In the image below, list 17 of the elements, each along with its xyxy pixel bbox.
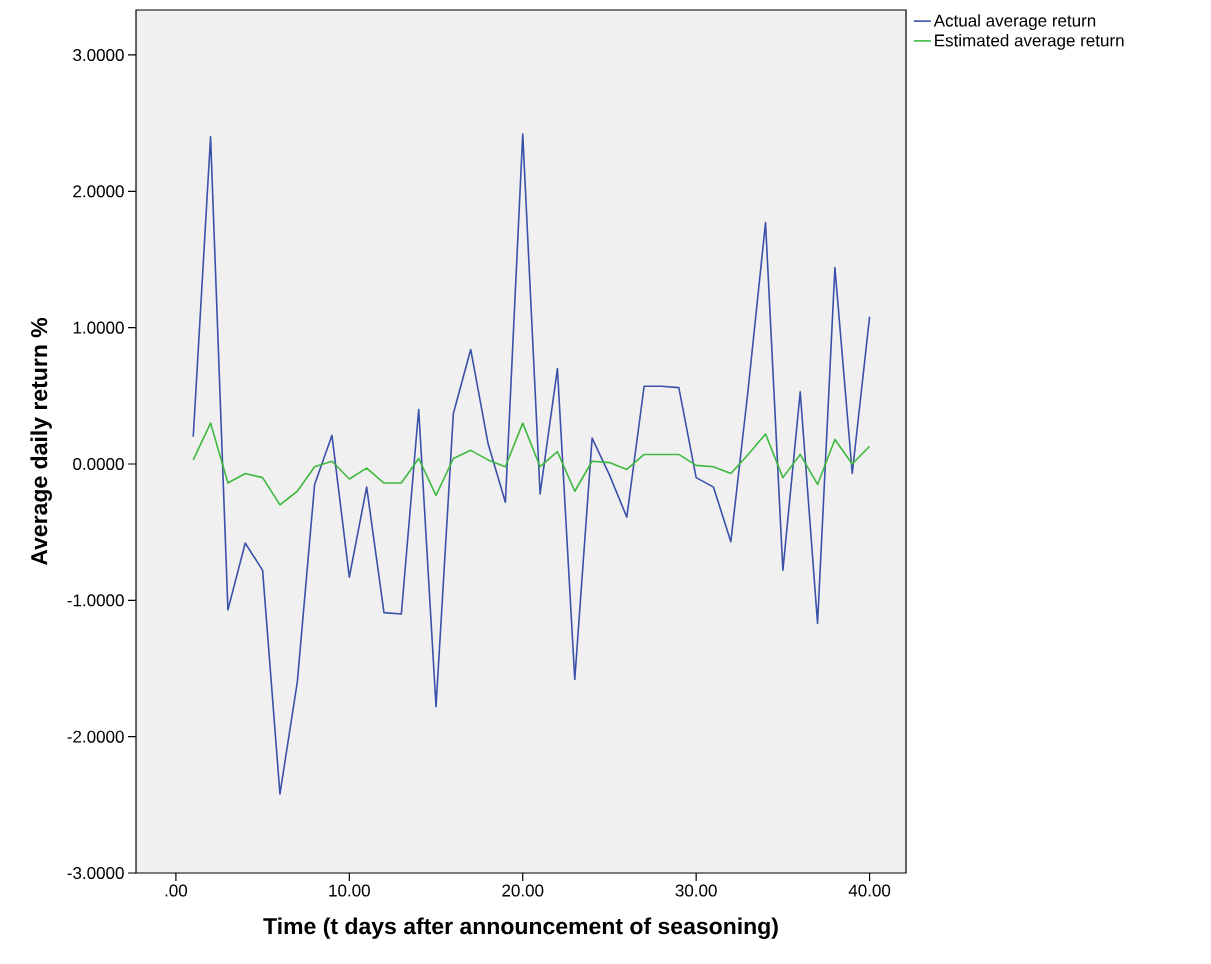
y-tick-label: -1.0000: [67, 594, 124, 607]
x-axis-title: Time (t days after announcement of seasoning): [263, 917, 778, 939]
y-tick-label: 1.0000: [73, 321, 124, 334]
x-tick-label: 40.00: [848, 884, 891, 897]
y-tick-label: -2.0000: [67, 730, 124, 743]
x-tick-label: 20.00: [502, 884, 544, 897]
x-tick-label: .00: [165, 884, 188, 897]
x-tick-label: 30.00: [675, 884, 717, 897]
legend-label: Estimated average return: [935, 34, 1124, 50]
x-tick-label: 10.00: [329, 884, 370, 897]
legend-label: Actual average return: [933, 14, 1096, 31]
y-tick-label: 0.0000: [73, 457, 124, 470]
line-series: [192, 133, 871, 795]
y-tick-label: 3.0000: [73, 48, 124, 61]
y-tick-label: 2.0000: [73, 185, 124, 198]
y-tick-label: -3.0000: [67, 866, 124, 880]
y-axis-title: Average daily return %: [30, 317, 52, 566]
